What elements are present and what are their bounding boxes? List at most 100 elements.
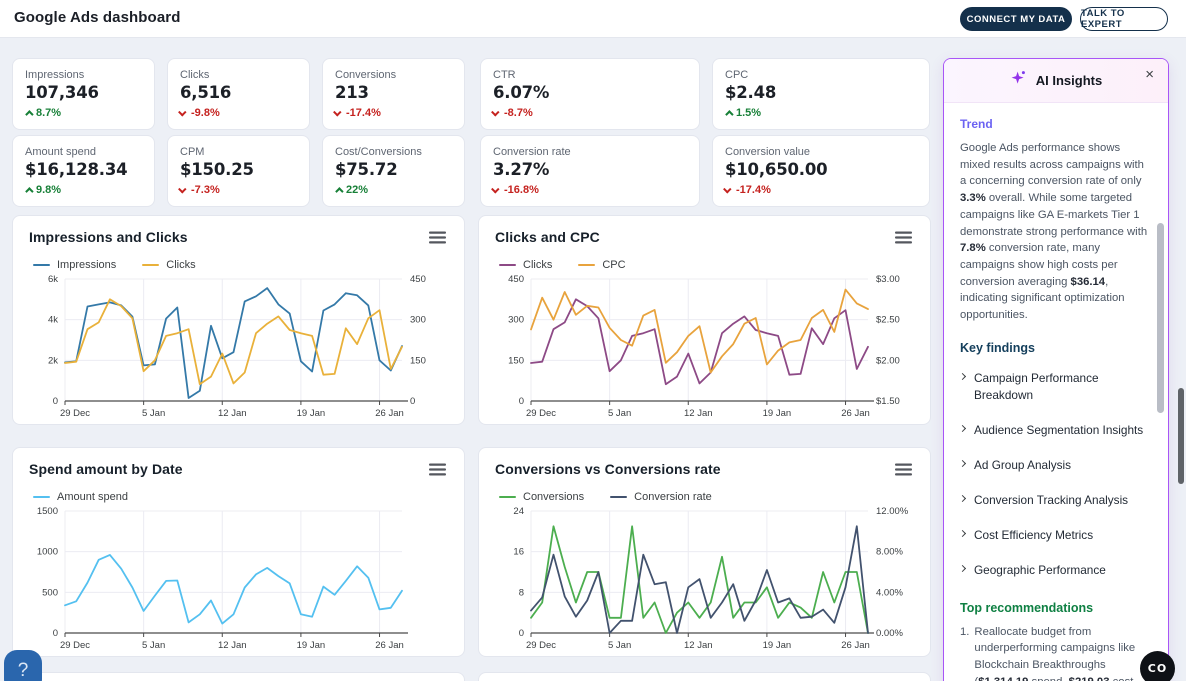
- partial-card: [478, 672, 931, 681]
- kpi-card-amount-spend: Amount spend $16,128.34 9.8%: [12, 135, 155, 207]
- trend-down-icon: [723, 185, 732, 194]
- chart-title: Clicks and CPC: [495, 229, 600, 245]
- legend-item[interactable]: CPC: [578, 259, 626, 271]
- chart-header: Impressions and Clicks: [29, 229, 448, 251]
- kpi-delta-value: -7.3%: [191, 184, 220, 196]
- trend-up-icon: [725, 110, 734, 119]
- kpi-delta: 1.5%: [725, 107, 917, 119]
- panel-scrollbar-thumb[interactable]: [1157, 223, 1164, 413]
- legend-item[interactable]: Impressions: [33, 259, 116, 271]
- kpi-label: CPC: [725, 69, 749, 81]
- svg-text:5 Jan: 5 Jan: [142, 408, 165, 419]
- chart-card-impressions-clicks: Impressions and Clicks Impressions Clicks…: [12, 215, 465, 425]
- kpi-card-cpc: CPC $2.48 1.5%: [712, 58, 930, 130]
- chevron-right-icon: [958, 460, 967, 468]
- trend-heading: Trend: [960, 117, 993, 131]
- svg-text:24: 24: [513, 506, 524, 517]
- svg-text:29 Dec: 29 Dec: [60, 640, 90, 651]
- svg-text:29 Dec: 29 Dec: [526, 408, 556, 419]
- hamburger-menu-icon[interactable]: [893, 461, 914, 483]
- svg-text:5 Jan: 5 Jan: [608, 640, 631, 651]
- trend-up-icon: [335, 187, 344, 196]
- kpi-delta: 22%: [335, 184, 452, 196]
- kpi-label: Amount spend: [25, 146, 96, 158]
- chart-legend: Amount spend: [33, 491, 448, 503]
- finding-cost-efficiency[interactable]: Cost Efficiency Metrics: [958, 518, 1148, 553]
- kpi-delta: 9.8%: [25, 184, 142, 196]
- svg-text:$1.50: $1.50: [876, 396, 900, 407]
- hamburger-menu-icon[interactable]: [427, 461, 448, 483]
- legend-swatch: [499, 495, 516, 499]
- ai-insights-header: AI Insights ×: [944, 59, 1168, 103]
- kpi-label: Conversion rate: [493, 146, 571, 158]
- svg-text:150: 150: [508, 355, 524, 366]
- finding-audience-segmentation[interactable]: Audience Segmentation Insights: [958, 413, 1148, 448]
- legend-item[interactable]: Conversion rate: [610, 491, 712, 503]
- chart-card-clicks-cpc: Clicks and CPC Clicks CPC 0 $1.50 150 $2.00 3…: [478, 215, 931, 425]
- chart-legend: Impressions Clicks: [33, 259, 448, 271]
- kpi-value: 107,346: [25, 83, 99, 102]
- finding-conversion-tracking[interactable]: Conversion Tracking Analysis: [958, 483, 1148, 518]
- finding-geographic-performance[interactable]: Geographic Performance: [958, 553, 1148, 588]
- kpi-delta-value: 22%: [346, 184, 369, 196]
- connect-my-data-button[interactable]: CONNECT MY DATA: [960, 7, 1072, 31]
- chart-title: Impressions and Clicks: [29, 229, 188, 245]
- kpi-delta: -8.7%: [491, 107, 687, 119]
- chart-title: Conversions vs Conversions rate: [495, 461, 721, 477]
- legend-item[interactable]: Clicks: [499, 259, 552, 271]
- top-recommendations-heading: Top recommendations: [960, 600, 1094, 615]
- line-chart: 0 0.00% 8 4.00% 16 8.00% 24 12.00% 29 Dec 5 Jan 12…: [495, 505, 914, 662]
- hamburger-menu-icon[interactable]: [427, 229, 448, 251]
- legend-item[interactable]: Conversions: [499, 491, 584, 503]
- kpi-card-clicks: Clicks 6,516 -9.8%: [167, 58, 310, 130]
- svg-text:1000: 1000: [37, 547, 58, 558]
- svg-text:16: 16: [513, 547, 524, 558]
- kpi-label: Conversions: [335, 69, 397, 81]
- kpi-delta-value: -16.8%: [504, 184, 539, 196]
- legend-item[interactable]: Clicks: [142, 259, 196, 271]
- legend-label: Conversions: [523, 491, 585, 503]
- svg-text:26 Jan: 26 Jan: [841, 640, 870, 651]
- kpi-delta: -17.4%: [723, 184, 917, 196]
- kpi-delta: -9.8%: [178, 107, 297, 119]
- chart-header: Conversions vs Conversions rate: [495, 461, 914, 483]
- kpi-delta-value: -9.8%: [191, 107, 220, 119]
- ai-insights-panel: AI Insights × Trend Google Ads performan…: [943, 58, 1169, 681]
- legend-item[interactable]: Amount spend: [33, 491, 128, 503]
- svg-text:26 Jan: 26 Jan: [375, 640, 404, 651]
- chevron-right-icon: [958, 425, 967, 433]
- svg-text:$3.00: $3.00: [876, 274, 900, 285]
- svg-text:1500: 1500: [37, 506, 58, 517]
- legend-swatch: [578, 263, 596, 267]
- kpi-delta-value: -17.4%: [736, 184, 771, 196]
- legend-swatch: [610, 495, 628, 499]
- svg-text:300: 300: [410, 315, 426, 326]
- svg-text:26 Jan: 26 Jan: [841, 408, 870, 419]
- legend-label: Impressions: [57, 259, 117, 271]
- svg-text:12 Jan: 12 Jan: [218, 408, 247, 419]
- svg-text:150: 150: [410, 355, 426, 366]
- kpi-label: Clicks: [180, 69, 210, 81]
- kpi-value: 3.27%: [493, 160, 550, 179]
- svg-text:12 Jan: 12 Jan: [684, 640, 713, 651]
- hamburger-menu-icon[interactable]: [893, 229, 914, 251]
- kpi-delta-value: -17.4%: [346, 107, 381, 119]
- coupler-logo-badge[interactable]: CO: [1140, 651, 1175, 681]
- kpi-label: Cost/Conversions: [335, 146, 422, 158]
- page-scrollbar-thumb[interactable]: [1178, 388, 1184, 484]
- close-icon[interactable]: ×: [1145, 66, 1154, 83]
- svg-text:8.00%: 8.00%: [876, 547, 903, 558]
- svg-text:0: 0: [519, 396, 524, 407]
- finding-ad-group-analysis[interactable]: Ad Group Analysis: [958, 448, 1148, 483]
- help-button[interactable]: ?: [4, 650, 42, 681]
- legend-label: Clicks: [166, 259, 196, 271]
- finding-campaign-performance[interactable]: Campaign Performance Breakdown: [958, 361, 1148, 413]
- recommendation-item: 1. Reallocate budget from underperformin…: [960, 624, 1148, 681]
- kpi-value: 213: [335, 83, 369, 102]
- svg-text:12 Jan: 12 Jan: [218, 640, 247, 651]
- svg-text:500: 500: [42, 587, 58, 598]
- kpi-value: 6.07%: [493, 83, 550, 102]
- talk-to-expert-button[interactable]: TALK TO EXPERT: [1080, 7, 1168, 31]
- svg-text:$2.00: $2.00: [876, 355, 900, 366]
- kpi-value: $10,650.00: [725, 160, 828, 179]
